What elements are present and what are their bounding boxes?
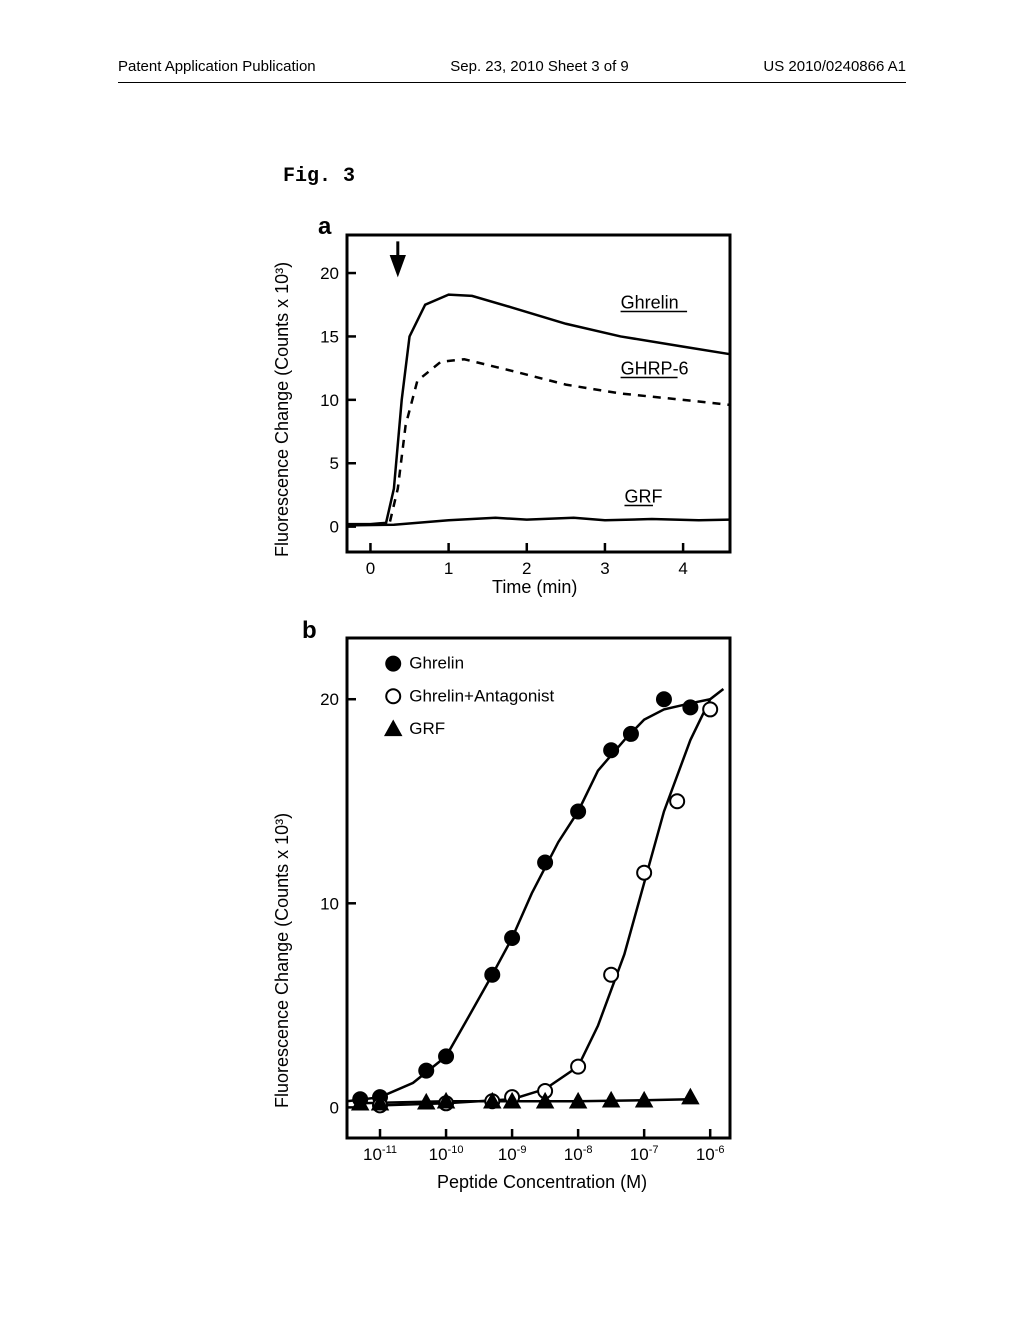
svg-text:4: 4 bbox=[678, 559, 687, 578]
svg-text:10-8: 10-8 bbox=[564, 1144, 593, 1164]
svg-text:5: 5 bbox=[330, 454, 339, 473]
svg-text:GRF: GRF bbox=[624, 487, 662, 507]
panel-a-ylabel: Fluorescence Change (Counts x 10³) bbox=[272, 262, 293, 557]
panel-b-svg: 0 10 20 10-11 10-10 10-9 10-8 10-7 10-6 Ghrelin Gh… bbox=[282, 628, 742, 1193]
svg-text:20: 20 bbox=[320, 264, 339, 283]
svg-text:20: 20 bbox=[320, 690, 339, 709]
svg-text:Ghrelin: Ghrelin bbox=[621, 293, 679, 313]
svg-text:10-6: 10-6 bbox=[696, 1144, 725, 1164]
svg-text:GHRP-6: GHRP-6 bbox=[621, 358, 689, 378]
svg-text:10: 10 bbox=[320, 391, 339, 410]
header-center: Sep. 23, 2010 Sheet 3 of 9 bbox=[450, 58, 628, 75]
svg-text:GRF: GRF bbox=[409, 719, 445, 738]
header-rule bbox=[118, 82, 906, 83]
panel-a-svg: 0 5 10 15 20 0 1 2 3 4 Ghrelin GHRP-6 GRF bbox=[282, 225, 742, 600]
header-left: Patent Application Publication bbox=[118, 58, 316, 75]
svg-text:10-11: 10-11 bbox=[363, 1144, 397, 1164]
svg-text:10-10: 10-10 bbox=[429, 1144, 464, 1164]
panel-b-ylabel: Fluorescence Change (Counts x 10³) bbox=[272, 813, 293, 1108]
svg-text:10: 10 bbox=[320, 894, 339, 913]
panel-b-xlabel: Peptide Concentration (M) bbox=[437, 1172, 647, 1193]
svg-text:Ghrelin+Antagonist: Ghrelin+Antagonist bbox=[409, 686, 554, 705]
figure-label: Fig. 3 bbox=[283, 165, 355, 188]
svg-text:1: 1 bbox=[444, 559, 453, 578]
svg-text:15: 15 bbox=[320, 327, 339, 346]
svg-text:Ghrelin: Ghrelin bbox=[409, 654, 464, 673]
panel-a-chart: 0510152001234GhrelinGHRP-6GRF Fluorescen… bbox=[282, 225, 742, 600]
svg-text:3: 3 bbox=[600, 559, 609, 578]
svg-text:0: 0 bbox=[366, 559, 375, 578]
svg-text:10-9: 10-9 bbox=[498, 1144, 527, 1164]
panel-a-xlabel: Time (min) bbox=[492, 577, 577, 598]
svg-text:0: 0 bbox=[330, 518, 339, 537]
panel-b-chart: 0 10 20 10-11 10-10 10-9 10-8 10-7 10-6 Ghrelin Gh… bbox=[282, 628, 742, 1193]
svg-text:2: 2 bbox=[522, 559, 531, 578]
svg-text:10-7: 10-7 bbox=[630, 1144, 659, 1164]
header-right: US 2010/0240866 A1 bbox=[763, 58, 906, 75]
svg-text:0: 0 bbox=[330, 1098, 339, 1117]
